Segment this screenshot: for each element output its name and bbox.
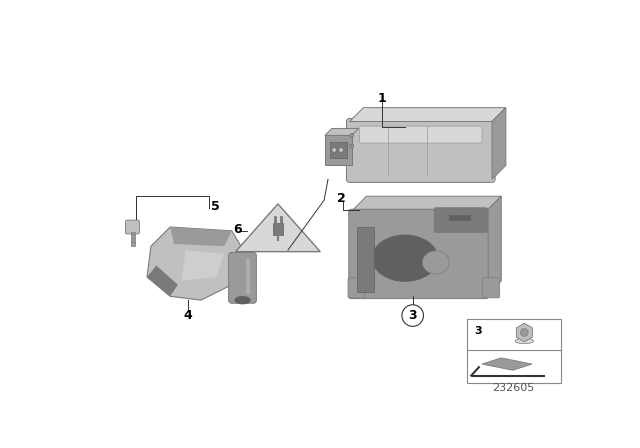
Polygon shape bbox=[482, 358, 532, 370]
FancyBboxPatch shape bbox=[348, 278, 365, 298]
Ellipse shape bbox=[422, 251, 449, 274]
Ellipse shape bbox=[235, 296, 250, 304]
Bar bbox=[246, 259, 250, 294]
FancyBboxPatch shape bbox=[435, 208, 488, 233]
Bar bbox=[325, 135, 352, 165]
FancyBboxPatch shape bbox=[483, 278, 500, 298]
Polygon shape bbox=[351, 196, 501, 211]
Polygon shape bbox=[325, 129, 359, 135]
Text: 232605: 232605 bbox=[492, 383, 534, 393]
Bar bbox=[273, 223, 284, 236]
Text: 5: 5 bbox=[211, 200, 220, 213]
FancyBboxPatch shape bbox=[349, 209, 488, 299]
Circle shape bbox=[350, 134, 354, 137]
Circle shape bbox=[350, 144, 354, 148]
FancyBboxPatch shape bbox=[125, 220, 140, 234]
FancyBboxPatch shape bbox=[360, 126, 482, 143]
Ellipse shape bbox=[372, 235, 438, 281]
Text: 3: 3 bbox=[408, 309, 417, 322]
Bar bbox=[449, 215, 470, 220]
Text: 3: 3 bbox=[474, 326, 482, 336]
Polygon shape bbox=[486, 196, 501, 296]
Circle shape bbox=[339, 148, 344, 152]
Polygon shape bbox=[182, 250, 224, 281]
Polygon shape bbox=[492, 108, 506, 179]
Polygon shape bbox=[236, 204, 320, 252]
Circle shape bbox=[332, 148, 337, 152]
Polygon shape bbox=[147, 227, 243, 300]
Bar bbox=[467, 319, 561, 383]
Ellipse shape bbox=[515, 338, 534, 344]
Polygon shape bbox=[349, 108, 506, 121]
Text: 1: 1 bbox=[378, 92, 387, 105]
Circle shape bbox=[520, 329, 528, 336]
FancyBboxPatch shape bbox=[346, 118, 495, 182]
Text: 4: 4 bbox=[184, 309, 192, 322]
Text: 2: 2 bbox=[337, 192, 346, 205]
Bar bbox=[330, 142, 348, 159]
Circle shape bbox=[402, 305, 424, 326]
Polygon shape bbox=[170, 227, 232, 246]
FancyBboxPatch shape bbox=[228, 252, 257, 303]
Bar bbox=[357, 227, 374, 293]
Polygon shape bbox=[147, 266, 178, 296]
Text: 6: 6 bbox=[233, 223, 242, 236]
Bar bbox=[131, 233, 135, 246]
